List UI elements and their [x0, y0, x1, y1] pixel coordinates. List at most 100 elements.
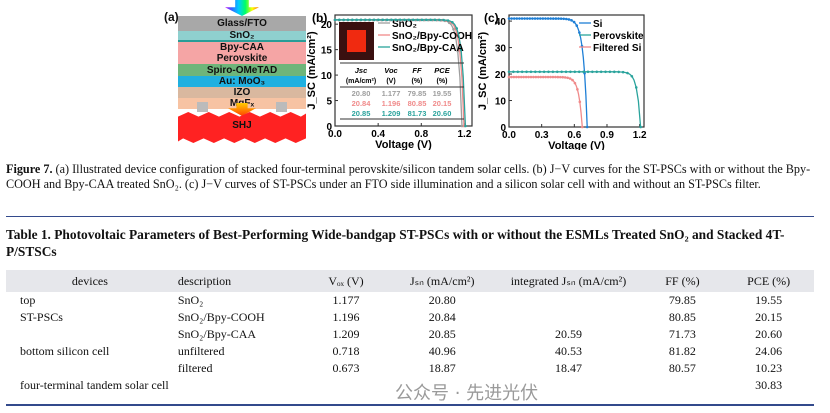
data-point — [537, 75, 540, 79]
data-point — [639, 125, 642, 129]
table-cell: 0.718 — [332, 344, 360, 358]
layer-au-moo3: Au: MoO₃ — [178, 76, 306, 87]
data-point — [608, 70, 612, 74]
inset-cell: 20.85 — [352, 109, 371, 118]
legend-label: SnO₂/Bpy-COOH — [392, 31, 472, 42]
data-point — [377, 18, 380, 22]
data-point — [507, 17, 511, 20]
data-point — [634, 86, 638, 89]
table-cell: four-terminal tandem solar cell — [20, 378, 169, 392]
series-line-2 — [509, 76, 583, 128]
data-point — [566, 76, 569, 80]
layer-glass-fto: Glass/FTO — [178, 16, 306, 31]
inset-header: PCE — [434, 66, 450, 75]
data-point — [368, 18, 372, 22]
data-point — [595, 70, 599, 74]
table-cell: 10.23 — [755, 361, 783, 375]
table-cell: 0.673 — [332, 361, 360, 375]
data-point — [557, 17, 560, 20]
column-header: integrated Jₛₙ (mA/cm²) — [495, 270, 642, 292]
column-header: Vₒₓ (V) — [302, 270, 390, 292]
data-point — [546, 75, 550, 79]
inset-cell: 20.15 — [433, 99, 452, 108]
caption-label: Figure 7. — [6, 162, 53, 176]
data-point — [599, 70, 603, 74]
inset-unit: (mA/cm²) — [346, 78, 376, 85]
column-header: description — [173, 270, 303, 292]
y-tick-label: 40 — [495, 17, 507, 28]
data-point — [585, 125, 589, 129]
data-point — [571, 78, 574, 82]
data-point — [517, 75, 521, 79]
data-point — [554, 17, 558, 20]
inset-header: FF — [412, 66, 422, 75]
panel-label: (c) — [484, 11, 499, 25]
table-cell — [642, 377, 724, 394]
table-row: four-terminal tandem solar cell 30.83 — [6, 377, 814, 394]
data-point — [621, 70, 625, 74]
table-cell: filtered — [177, 361, 213, 375]
plot-frame — [334, 14, 473, 127]
layer-bpy — [178, 40, 306, 42]
data-point — [512, 17, 516, 20]
contact-right — [276, 102, 287, 112]
data-point — [522, 75, 525, 79]
data-point — [580, 125, 584, 129]
y-tick-label: 0 — [500, 123, 506, 134]
layer-bpy-caa: Bpy-CAA — [220, 42, 264, 53]
data-point — [525, 17, 529, 20]
table-cell: 18.87 — [428, 361, 456, 375]
y-tick-label: 0 — [326, 122, 332, 133]
data-point — [338, 18, 341, 22]
data-point — [549, 75, 552, 79]
x-tick-label: 1.2 — [633, 130, 647, 141]
x-tick-label: 0.6 — [567, 130, 581, 141]
legend-label: Filtered Si — [593, 43, 642, 54]
column-header: PCE (%) — [723, 270, 814, 292]
data-point — [515, 17, 519, 20]
data-point — [534, 75, 538, 79]
table-cell: 18.47 — [554, 361, 582, 375]
table-cell: 20.84 — [428, 310, 456, 324]
data-point — [561, 75, 565, 79]
y-tick-label: 5 — [326, 97, 332, 108]
data-point — [424, 18, 428, 22]
inset-cell: 1.196 — [382, 99, 401, 108]
divider — [6, 216, 814, 217]
table-cell: 81.82 — [668, 344, 696, 358]
data-point — [575, 24, 579, 27]
table-cell: ST-PSCs — [20, 310, 63, 324]
data-point — [573, 70, 577, 74]
data-point — [538, 17, 542, 20]
table-cell: top — [20, 293, 36, 307]
table-cell — [6, 360, 174, 377]
data-point — [351, 18, 354, 22]
y-tick-label: 20 — [321, 20, 333, 31]
x-tick-label: 1.2 — [457, 129, 471, 140]
y-tick-label: 10 — [321, 71, 333, 82]
data-point — [507, 70, 511, 74]
data-point — [556, 75, 560, 79]
data-point — [529, 75, 533, 79]
data-point — [578, 31, 581, 34]
x-axis-label: Voltage (V) — [375, 139, 432, 150]
data-point — [560, 70, 563, 74]
data-point — [528, 17, 532, 20]
table-cell — [174, 377, 303, 394]
data-point — [626, 71, 629, 75]
layer-perovskite: Perovskite — [216, 53, 268, 64]
column-header: FF (%) — [641, 270, 724, 292]
data-point — [520, 70, 524, 74]
table-cell: unfiltered — [177, 344, 225, 358]
data-point — [568, 77, 572, 80]
table-cell: 40.96 — [428, 344, 456, 358]
data-point — [538, 70, 542, 74]
table-cell: 40.53 — [554, 344, 582, 358]
data-point — [515, 75, 518, 79]
table-cell — [6, 326, 174, 343]
data-point — [372, 18, 376, 22]
data-point — [385, 18, 389, 22]
table-cell: 19.55 — [755, 293, 783, 307]
inset-unit: (V) — [386, 78, 395, 85]
data-point — [586, 70, 590, 74]
